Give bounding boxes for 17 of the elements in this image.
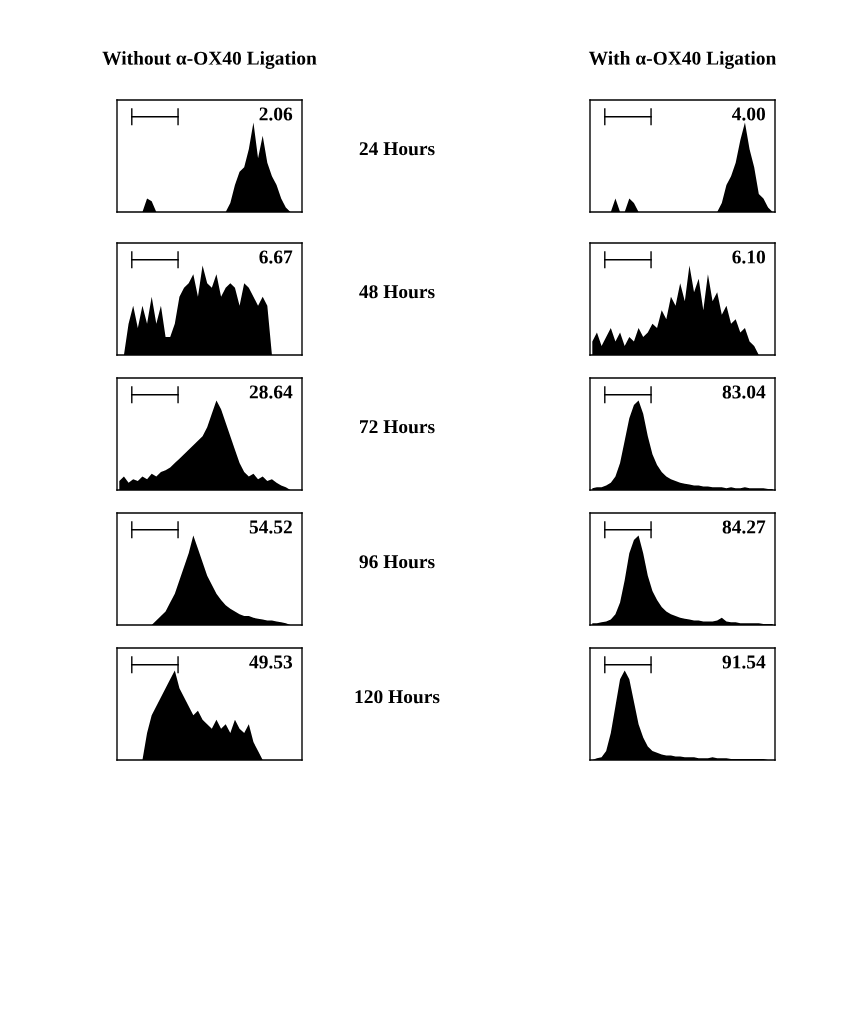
text: 91.54 [722,655,766,669]
text: 84.27 [722,520,766,534]
text: 54.52 [249,520,292,534]
text: 28.64 [249,385,293,399]
text: 4.00 [731,107,766,121]
text: 96 Hours [359,555,435,569]
text: 49.53 [249,655,293,669]
text: 72 Hours [360,420,435,434]
chart-title: With α-OX40 Ligation [588,51,777,69]
text: 120 Hours [355,690,440,704]
text: 2.06 [259,107,293,121]
text: 6.67 [259,250,293,264]
text: 83.04 [722,385,766,399]
chart-title: Without α-OX40 Ligation [102,51,317,69]
text: 24 Hours [359,142,435,156]
text: 48 Hours [359,285,435,299]
text: 6.10 [732,250,766,264]
